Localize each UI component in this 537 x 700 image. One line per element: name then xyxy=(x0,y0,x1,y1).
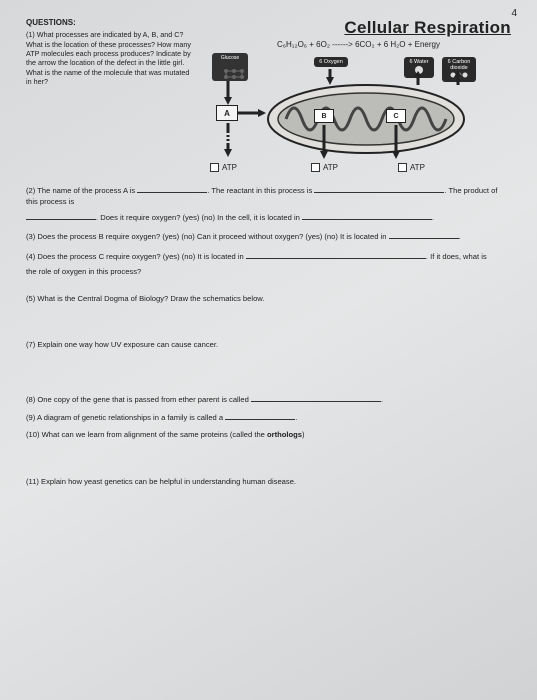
equation-products: 6CO₂ + 6 H₂O + Energy xyxy=(355,40,440,49)
q2-text-e: . xyxy=(432,213,434,222)
equation-arrow: ------> xyxy=(332,40,353,49)
q2-text-a: (2) The name of the process A is xyxy=(26,186,137,195)
q9-text-b: . xyxy=(295,413,297,422)
water-tag-label: 6 Water xyxy=(407,59,431,65)
question-10: (10) What can we learn from alignment of… xyxy=(26,429,511,440)
process-b-box: B xyxy=(314,109,334,123)
arrow-co2-up-icon xyxy=(454,71,462,85)
question-8: (8) One copy of the gene that is passed … xyxy=(26,394,511,405)
arrow-water-up-icon xyxy=(414,71,422,85)
q4-text-a: (4) Does the process C require oxygen? (… xyxy=(26,252,246,261)
blank-q3-location xyxy=(389,231,459,239)
q8-text-b: . xyxy=(381,395,383,404)
process-a-box: A xyxy=(216,105,238,121)
q10-text-c: ) xyxy=(302,430,305,439)
co2-tag-label: 6 Carbon dioxide xyxy=(445,59,473,71)
blank-q2-reactant xyxy=(314,185,444,193)
q2-text-b: . The reactant in this process is xyxy=(207,186,314,195)
blank-q9 xyxy=(225,412,295,420)
glucose-label: Glucose xyxy=(221,55,239,61)
q9-text-a: (9) A diagram of genetic relationships i… xyxy=(26,413,225,422)
atp-row: ATP ATP ATP xyxy=(206,163,486,172)
atp-box-a xyxy=(210,163,219,172)
q10-text-b: orthologs xyxy=(267,430,302,439)
q3-text-a: (3) Does the process B require oxygen? (… xyxy=(26,232,389,241)
blank-q2-product xyxy=(26,212,96,220)
process-c-box: C xyxy=(386,109,406,123)
q2-text-d: . Does it require oxygen? (yes) (no) In … xyxy=(96,213,302,222)
question-4-line1: (4) Does the process C require oxygen? (… xyxy=(26,251,511,262)
respiration-column: Cellular Respiration C₆H₁₂O₆ + 6O₂ -----… xyxy=(206,18,511,173)
content-body: (2) The name of the process A is . The r… xyxy=(26,185,511,488)
q4-text-b: . If it does, what is xyxy=(426,252,487,261)
question-5: (5) What is the Central Dogma of Biology… xyxy=(26,293,511,304)
blank-q8 xyxy=(251,394,381,402)
questions-heading: QUESTIONS: xyxy=(26,18,196,28)
question-4-line2: the role of oxygen in this process? xyxy=(26,266,511,277)
page-number: 4 xyxy=(511,8,517,19)
diagram-area: Glucose A xyxy=(206,53,511,173)
questions-column: QUESTIONS: (1) What processes are indica… xyxy=(26,18,196,173)
oxygen-tag: 6 Oxygen xyxy=(314,57,348,67)
atp-label-a: ATP xyxy=(222,163,237,172)
arrow-b-down-icon xyxy=(320,125,328,159)
q3-text-b: . xyxy=(459,232,461,241)
atp-label-c: ATP xyxy=(410,163,425,172)
question-9: (9) A diagram of genetic relationships i… xyxy=(26,412,511,423)
question-2-line2: . Does it require oxygen? (yes) (no) In … xyxy=(26,212,511,223)
arrow-glucose-down-icon xyxy=(224,81,232,105)
arrow-a-down-icon xyxy=(224,123,232,157)
blank-q4-location xyxy=(246,251,426,259)
q10-text-a: (10) What can we learn from alignment of… xyxy=(26,430,267,439)
mitochondrion-icon xyxy=(266,83,466,155)
glucose-molecule-icon xyxy=(222,67,248,81)
arrow-c-down-icon xyxy=(392,125,400,159)
equation-reactants: C₆H₁₂O₆ + 6O₂ xyxy=(277,40,330,49)
question-11: (11) Explain how yeast genetics can be h… xyxy=(26,476,511,487)
atp-checkbox-a: ATP xyxy=(210,163,237,172)
question-1-text: (1) What processes are indicated by A, B… xyxy=(26,30,196,86)
atp-box-c xyxy=(398,163,407,172)
respiration-equation: C₆H₁₂O₆ + 6O₂ ------> 6CO₂ + 6 H₂O + Ene… xyxy=(206,40,511,49)
question-2-line1: (2) The name of the process A is . The r… xyxy=(26,185,511,208)
question-3: (3) Does the process B require oxygen? (… xyxy=(26,231,511,242)
question-7: (7) Explain one way how UV exposure can … xyxy=(26,339,511,350)
atp-checkbox-b: ATP xyxy=(311,163,338,172)
atp-box-b xyxy=(311,163,320,172)
blank-q2-location xyxy=(302,212,432,220)
q8-text-a: (8) One copy of the gene that is passed … xyxy=(26,395,251,404)
arrow-oxygen-down-icon xyxy=(326,69,334,85)
cellular-respiration-title: Cellular Respiration xyxy=(206,18,511,38)
top-row: QUESTIONS: (1) What processes are indica… xyxy=(26,18,511,173)
atp-checkbox-c: ATP xyxy=(398,163,425,172)
glucose-box: Glucose xyxy=(212,53,248,81)
atp-label-b: ATP xyxy=(323,163,338,172)
arrow-a-right-icon xyxy=(238,109,266,117)
oxygen-tag-label: 6 Oxygen xyxy=(317,59,345,65)
blank-q2-name xyxy=(137,185,207,193)
